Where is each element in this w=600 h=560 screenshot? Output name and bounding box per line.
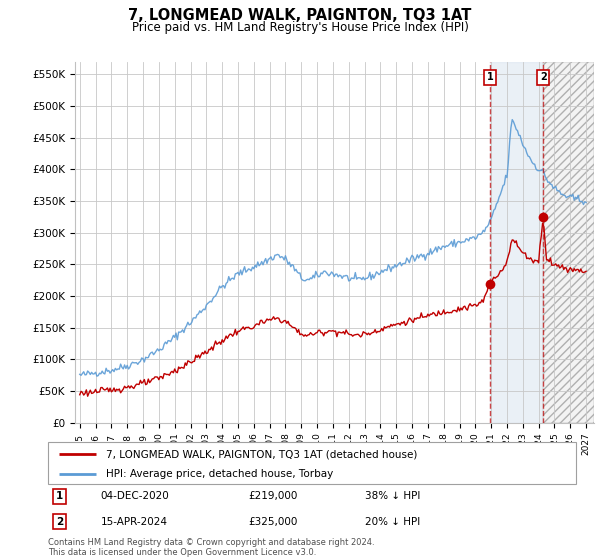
Text: 1: 1 [56,491,63,501]
Text: Contains HM Land Registry data © Crown copyright and database right 2024.
This d: Contains HM Land Registry data © Crown c… [48,538,374,557]
Bar [543,62,594,423]
FancyBboxPatch shape [48,442,576,484]
Text: £325,000: £325,000 [248,516,298,526]
Text: 7, LONGMEAD WALK, PAIGNTON, TQ3 1AT (detached house): 7, LONGMEAD WALK, PAIGNTON, TQ3 1AT (det… [106,449,418,459]
Text: 20% ↓ HPI: 20% ↓ HPI [365,516,420,526]
Text: 7, LONGMEAD WALK, PAIGNTON, TQ3 1AT: 7, LONGMEAD WALK, PAIGNTON, TQ3 1AT [128,8,472,24]
Text: 1: 1 [487,72,493,82]
Text: 2: 2 [540,72,547,82]
Bar [490,62,543,423]
Text: £219,000: £219,000 [248,491,298,501]
Text: 38% ↓ HPI: 38% ↓ HPI [365,491,420,501]
Text: Price paid vs. HM Land Registry's House Price Index (HPI): Price paid vs. HM Land Registry's House … [131,21,469,34]
Bar [543,62,594,423]
Text: 15-APR-2024: 15-APR-2024 [101,516,168,526]
Text: 2: 2 [56,516,63,526]
Text: HPI: Average price, detached house, Torbay: HPI: Average price, detached house, Torb… [106,469,334,479]
Text: 04-DEC-2020: 04-DEC-2020 [101,491,170,501]
